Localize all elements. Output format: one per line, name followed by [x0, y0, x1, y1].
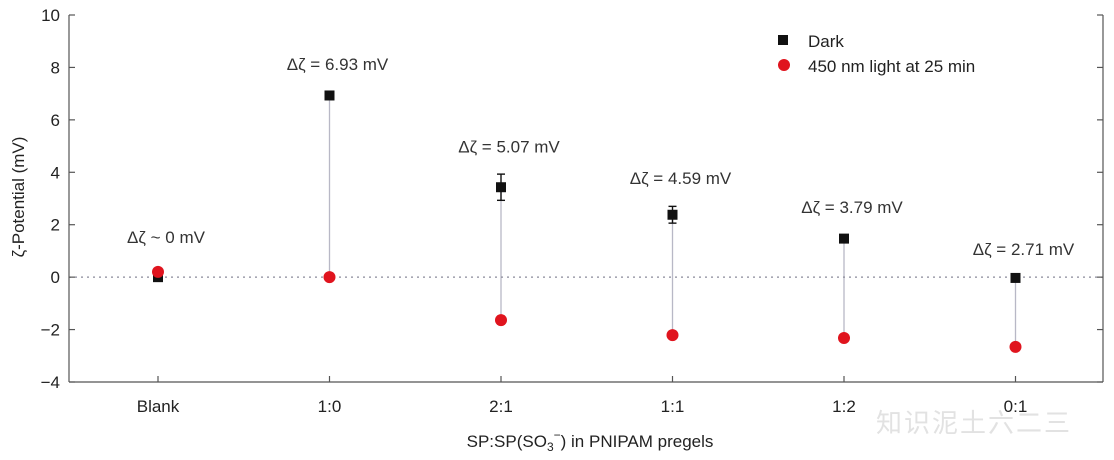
y-axis-title: ζ-Potential (mV)	[9, 137, 28, 258]
dark-point	[839, 233, 849, 244]
legend-dark-marker	[778, 35, 788, 45]
legend-dark-label: Dark	[808, 32, 844, 51]
x-tick-label: 2:1	[489, 397, 513, 416]
x-tick-label: 1:1	[661, 397, 685, 416]
x-tick-label: 1:0	[318, 397, 342, 416]
light-point	[323, 271, 336, 284]
y-tick-label: 10	[41, 6, 60, 25]
delta-zeta-annotation: Δζ ~ 0 mV	[127, 228, 206, 247]
y-axis-ticks: −4 −2 0 2 4 6 8 10	[41, 6, 1103, 392]
delta-zeta-annotation: Δζ = 5.07 mV	[458, 138, 560, 157]
watermark-text: 知识泥土六二三	[876, 409, 1072, 439]
y-tick-label: 0	[51, 268, 60, 287]
dark-point	[496, 182, 506, 193]
x-tick-label: 0:1	[1004, 397, 1028, 416]
y-tick-label: −4	[41, 373, 60, 392]
dark-point	[1010, 272, 1021, 283]
x-axis-ticks: Blank 1:0 2:1 1:1 1:2 0:1	[137, 376, 1028, 416]
light-point	[1009, 340, 1022, 353]
x-axis-title-tail: ) in PNIPAM pregels	[561, 432, 714, 451]
x-axis-title-superscript: −	[554, 428, 561, 442]
y-tick-label: 8	[51, 58, 60, 77]
connector-lines	[328, 95, 1017, 347]
x-tick-label: Blank	[137, 397, 180, 416]
data-points	[152, 90, 1022, 353]
legend-light-marker	[778, 59, 790, 71]
error-bars	[497, 173, 677, 325]
x-axis-title-main: SP:SP(SO	[467, 432, 547, 451]
light-point	[838, 331, 850, 344]
y-tick-label: 6	[51, 111, 60, 130]
delta-zeta-annotation: Δζ = 2.71 mV	[973, 240, 1075, 259]
legend-light-label: 450 nm light at 25 min	[808, 57, 975, 76]
legend: Dark 450 nm light at 25 min	[778, 32, 975, 76]
x-tick-label: 1:2	[832, 397, 856, 416]
y-tick-label: 4	[51, 163, 60, 182]
dark-point	[667, 209, 678, 220]
x-axis-title-subscript: 3	[547, 440, 554, 454]
delta-zeta-annotation: Δζ = 6.93 mV	[287, 55, 389, 74]
light-point	[152, 265, 164, 278]
light-point	[666, 329, 679, 342]
x-axis-title: SP:SP(SO3−) in PNIPAM pregels	[467, 428, 714, 454]
delta-zeta-annotations: Δζ ~ 0 mV Δζ = 6.93 mV Δζ = 5.07 mV Δζ = 4.…	[127, 55, 1075, 259]
delta-zeta-annotation: Δζ = 3.79 mV	[801, 198, 903, 217]
light-point	[495, 314, 507, 327]
y-tick-label: −2	[41, 321, 60, 340]
y-tick-label: 2	[51, 216, 60, 235]
axes	[68, 15, 1104, 383]
delta-zeta-annotation: Δζ = 4.59 mV	[630, 169, 732, 188]
dark-point	[324, 90, 335, 101]
